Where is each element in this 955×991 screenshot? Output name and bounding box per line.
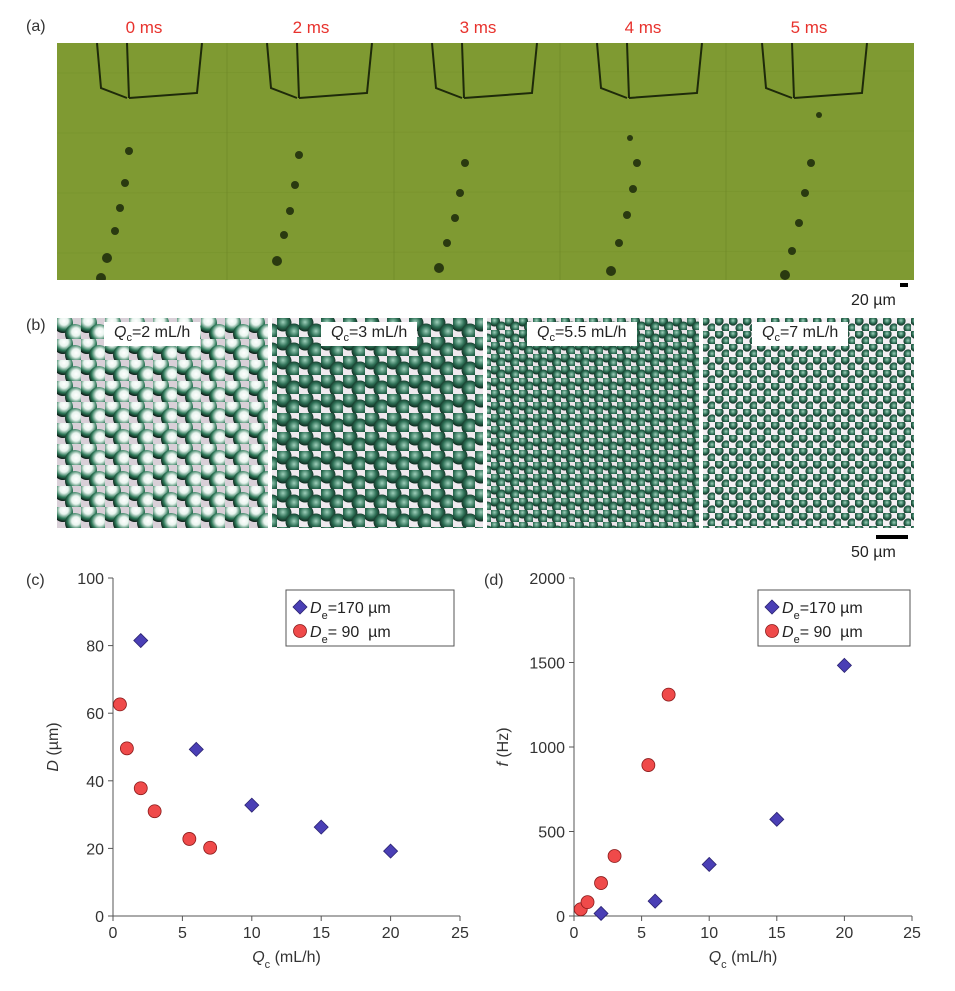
data-point-circle [119,741,134,756]
scale-bar-50um [876,535,908,539]
x-tick-label: 20 [836,925,854,942]
legend-entry: De= 90 µm [782,624,863,646]
qc-value: =5.5 mL/h [554,324,627,341]
scale-bar-20um [900,283,908,287]
qc-label-frame-3: Qc=5.5 mL/h [527,322,637,347]
qc-symbol: Q [537,324,550,341]
data-point-diamond [313,819,329,835]
qc-symbol: Q [762,324,775,341]
x-tick-label: 5 [637,925,646,942]
data-point-circle [182,832,197,846]
data-point-diamond [647,893,663,909]
qc-label-frame-4: Qc=7 mL/h [752,322,849,347]
legend-entry: De=170 µm [782,600,863,622]
x-axis-label: Qc (mL/h) [709,949,778,971]
legend-entry: De= 90 µm [310,624,391,646]
panel-d-label: (d) [484,572,504,589]
qc-label-frame-1: Qc=2 mL/h [104,322,201,347]
chart-droplet-diameter: 0 5 10 15 20 25 0 20 40 60 80 100 Qc (mL/h) D (µm) De=… [45,571,469,971]
data-point-circle [607,849,622,863]
y-tick-label: 80 [86,639,104,656]
data-point-circle [147,804,162,819]
data-point-diamond [188,741,204,757]
qc-symbol: Q [114,324,127,341]
x-tick-label: 25 [903,925,921,942]
x-tick-label: 15 [768,925,786,942]
qc-subscript: c [126,332,132,345]
time-label-1: 2 ms [292,18,330,37]
x-tick-label: 10 [700,925,718,942]
data-point-diamond [244,797,260,813]
data-point-circle [133,781,148,796]
legend-marker-circle [765,624,779,638]
x-tick-label: 15 [312,925,330,942]
emulsion-images [57,318,914,528]
data-point-diamond [133,632,149,649]
legend-marker-diamond [292,599,308,615]
x-axis-label: Qc (mL/h) [252,949,321,971]
x-tick-label: 25 [451,925,469,942]
data-point-diamond [383,843,399,859]
chart-frequency: 0 5 10 15 20 25 0 500 1000 1500 2000 Qc (mL/h) f (Hz… [495,571,921,971]
legend-marker-diamond [764,599,780,615]
data-point-circle [661,687,676,702]
time-label-2: 3 ms [459,18,497,37]
scale-text-20um: 20 µm [851,292,896,309]
y-tick-label: 20 [86,841,104,858]
data-point-circle [594,876,608,890]
y-axis-label: f (Hz) [495,727,512,766]
qc-value: =2 mL/h [131,324,191,341]
x-tick-label: 10 [243,925,261,942]
qc-value: =7 mL/h [779,324,839,341]
data-point-diamond [836,657,852,673]
data-point-diamond [769,811,785,827]
qc-label-frame-2: Qc=3 mL/h [321,322,418,347]
qc-symbol: Q [331,324,344,341]
qc-value: =3 mL/h [348,324,408,341]
panel-b-label: (b) [26,317,46,334]
x-tick-label: 0 [570,925,579,942]
droplet-sequence-image [57,43,914,280]
x-tick-label: 20 [382,925,400,942]
legend-box [285,589,455,647]
y-tick-label: 1000 [529,740,565,757]
time-label-3: 4 ms [624,18,662,37]
data-point-diamond [701,856,717,873]
data-point-circle [641,758,656,772]
data-point-circle [580,895,595,910]
x-tick-label: 0 [109,925,118,942]
qc-subscript: c [549,332,555,345]
y-tick-label: 0 [95,909,104,926]
y-tick-label: 40 [86,774,104,791]
data-point-circle [113,697,127,712]
y-tick-label: 1500 [529,656,565,673]
y-tick-label: 2000 [529,571,565,588]
y-tick-label: 100 [77,571,104,588]
scale-text-50um: 50 µm [851,544,896,561]
qc-subscript: c [774,332,780,345]
x-tick-label: 5 [178,925,187,942]
data-point-circle [203,840,218,855]
legend-entry: De=170 µm [310,600,391,622]
y-axis-label: D (µm) [45,722,62,771]
data-point-diamond [593,905,609,922]
panel-a-label: (a) [26,18,46,35]
legend-box [757,589,911,647]
y-tick-label: 60 [86,706,104,723]
panel-c-label: (c) [26,572,45,589]
legend-marker-circle [293,624,307,638]
time-label-0: 0 ms [125,18,163,37]
y-tick-label: 500 [538,825,565,842]
y-tick-label: 0 [556,909,565,926]
time-label-4: 5 ms [790,18,828,37]
qc-subscript: c [343,332,349,345]
